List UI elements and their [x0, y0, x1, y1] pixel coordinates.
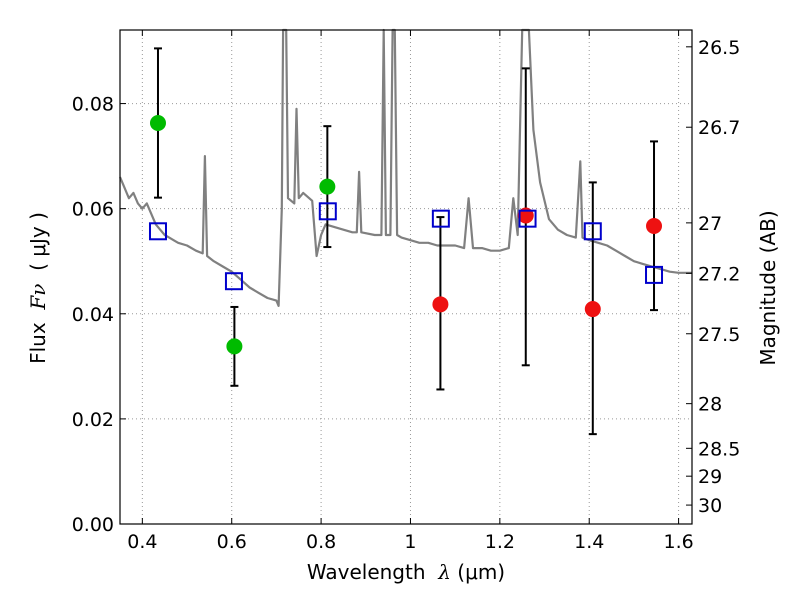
data-points	[148, 47, 664, 436]
x-tick-label: 0.4	[127, 531, 157, 553]
model-point-square	[224, 272, 243, 291]
y-tick-label: 0.00	[72, 514, 114, 536]
x-axis-label: Wavelength λ (μm)	[120, 560, 692, 584]
y2-axis-label: Magnitude (AB)	[756, 210, 780, 366]
axis-ticks: 0.4 0.6 0.8 1 1.2 1.4 1.6 0.00 0.02 0.04 0.06 0.08 2…	[72, 30, 740, 553]
data-point-circle	[319, 178, 336, 195]
model-point-square	[645, 265, 664, 284]
y2-tick-label: 29	[698, 466, 722, 488]
x-axis-label-symbol: λ	[438, 560, 451, 584]
model-point-square	[518, 209, 537, 228]
x-axis-label-unit: (μm)	[457, 560, 506, 584]
x-tick-label: 1.6	[663, 531, 693, 553]
data-point-circle	[432, 296, 449, 313]
data-point-circle	[584, 301, 601, 318]
template-spectrum-line	[118, 28, 692, 307]
y-tick-label: 0.02	[72, 409, 114, 431]
y-axis-label-prefix: Flux	[26, 322, 50, 364]
y2-tick-label: 27	[698, 213, 722, 235]
y2-tick-label: 27.5	[698, 324, 740, 346]
x-tick-label: 0.6	[217, 531, 247, 553]
model-point-square	[148, 222, 167, 241]
y2-tick-label: 28.5	[698, 438, 740, 460]
y-tick-label: 0.06	[72, 199, 114, 221]
y-axis-label: Flux Fν ( μJy )	[26, 188, 50, 388]
model-point-square	[431, 209, 450, 228]
plot-frame	[119, 29, 693, 525]
template-spectrum	[118, 28, 692, 307]
model-point-square	[318, 202, 337, 221]
data-point-circle	[149, 115, 166, 132]
x-axis-label-prefix: Wavelength	[306, 560, 426, 584]
y-axis-label-unit: ( μJy )	[26, 212, 50, 271]
data-point-circle	[226, 338, 243, 355]
y2-tick-label: 28	[698, 394, 722, 416]
y2-tick-label: 26.5	[698, 37, 740, 59]
data-point-circle	[517, 207, 534, 224]
x-tick-label: 1	[404, 531, 416, 553]
model-point-square	[583, 222, 602, 241]
y-tick-label: 0.04	[72, 304, 114, 326]
grid-lines	[120, 30, 692, 525]
y-axis-label-symbol: Fν	[26, 283, 50, 310]
x-tick-label: 1.4	[574, 531, 604, 553]
y-tick-label: 0.08	[72, 94, 114, 116]
y2-tick-label: 27.2	[698, 263, 740, 285]
x-tick-label: 1.2	[485, 531, 515, 553]
data-point-circle	[646, 218, 663, 235]
y2-tick-label: 30	[698, 495, 722, 517]
x-tick-label: 0.8	[306, 531, 336, 553]
y2-tick-label: 26.7	[698, 117, 740, 139]
